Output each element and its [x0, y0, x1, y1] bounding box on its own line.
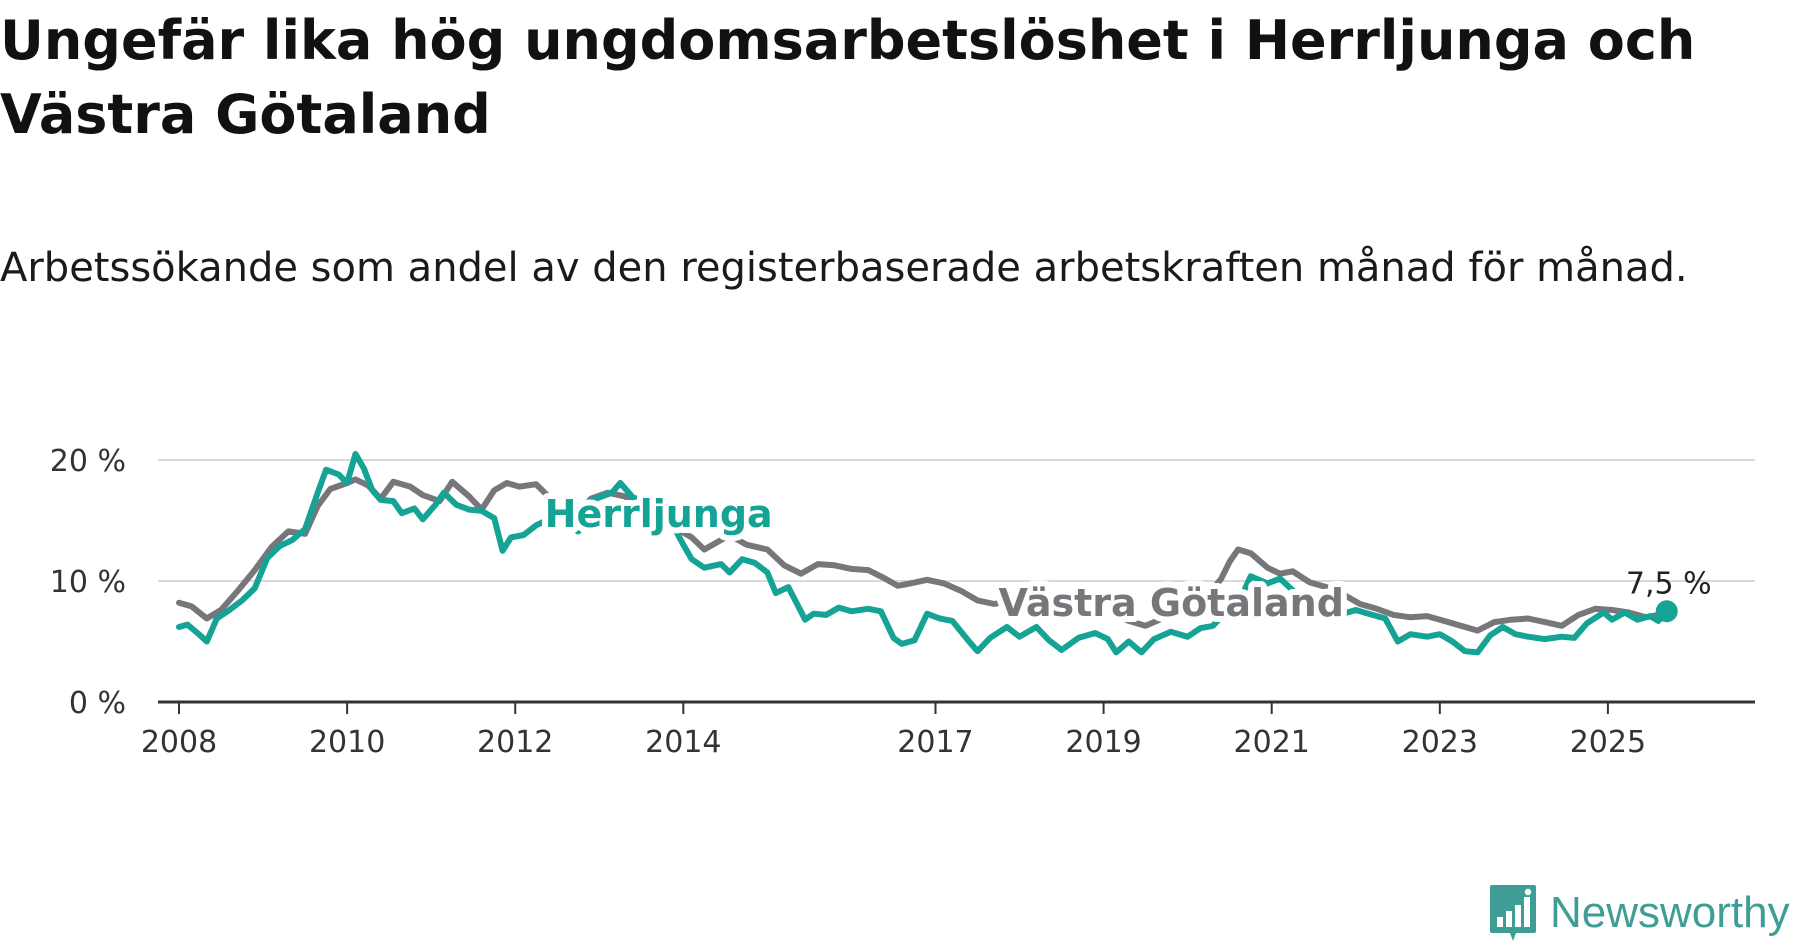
y-tick-label: 0 %: [69, 686, 126, 721]
brand-name: Newsworthy: [1550, 888, 1790, 937]
series-lines: [176, 451, 1670, 656]
series-label-herrljunga: Herrljunga: [545, 492, 773, 536]
x-tick-label: 2021: [1234, 725, 1310, 760]
newsworthy-logo-icon: [1490, 885, 1536, 941]
y-tick-label: 10 %: [50, 565, 126, 600]
x-tick-label: 2014: [645, 725, 721, 760]
end-point-marker: [1655, 600, 1678, 623]
axes: 0 % 10 % 20 % 2008 2010 2012 2014 2017 2019 2021 2…: [50, 444, 1755, 760]
series-line-herrljunga: [176, 451, 1670, 656]
chart-title: Ungefär lika hög ungdomsarbetslöshet i H…: [0, 9, 1696, 146]
x-tick-label: 2012: [477, 725, 553, 760]
x-tick-label: 2023: [1402, 725, 1478, 760]
series-label-herrljunga-halo: Herrljunga: [545, 492, 773, 536]
x-tick-label: 2010: [309, 725, 385, 760]
series-label-vastra-gotaland-halo: Västra Götaland: [999, 581, 1344, 625]
end-value-label: 7,5 %: [1626, 566, 1712, 601]
series-label-vastra-gotaland: Västra Götaland: [999, 581, 1344, 625]
grid-lines: [158, 459, 1755, 582]
x-tick-label: 2025: [1570, 725, 1646, 760]
chart-subtitle: Arbetssökande som andel av den registerb…: [0, 245, 1688, 291]
x-tick-label: 2008: [141, 725, 217, 760]
brand-logo: Newsworthy: [1488, 880, 1790, 946]
series-line-vastra-gotaland: [176, 476, 1670, 634]
x-tick-label: 2017: [897, 725, 973, 760]
x-tick-label: 2019: [1065, 725, 1141, 760]
y-tick-label: 20 %: [50, 444, 126, 479]
